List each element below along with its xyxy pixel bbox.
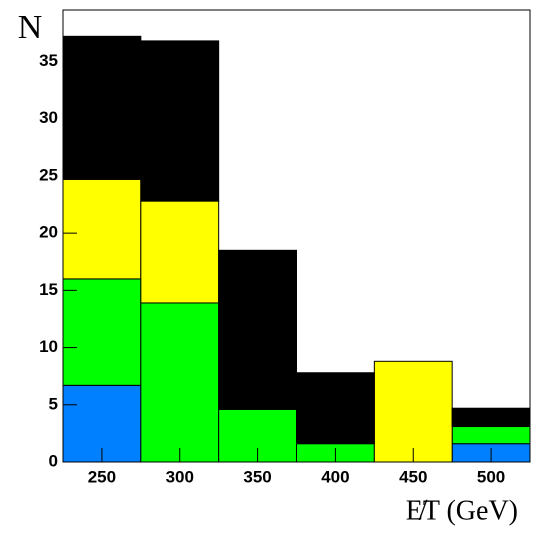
y-tick-label: 10: [39, 337, 58, 356]
bar-segment: [296, 372, 375, 445]
bar-segment: [62, 35, 142, 180]
x-tick-label: 250: [88, 467, 116, 486]
y-tick-label: 0: [49, 451, 58, 470]
plot-frame: [62, 9, 531, 463]
y-axis-label: N: [18, 9, 43, 46]
bar-segment: [62, 178, 142, 280]
x-tick-label: 350: [243, 467, 271, 486]
bar-segment: [373, 360, 453, 463]
y-tick-label: 30: [39, 108, 58, 127]
bar-segment: [62, 278, 142, 386]
y-tick-label: 20: [39, 223, 58, 242]
x-tick-label: 400: [321, 467, 349, 486]
bar-segment: [140, 200, 220, 304]
bar-segment: [451, 407, 531, 428]
y-tick-label: 25: [39, 165, 58, 184]
y-tick-label: 15: [39, 280, 58, 299]
bar-segment: [451, 426, 531, 445]
y-tick-label: 35: [39, 51, 58, 70]
bar-segment: [218, 249, 298, 410]
x-tick-label: 500: [477, 467, 505, 486]
x-tick-label: 300: [166, 467, 194, 486]
bar-segment: [140, 302, 220, 463]
y-tick-label: 5: [49, 394, 58, 413]
bar-segment: [140, 40, 220, 202]
x-axis-label: E̸T (GeV): [406, 495, 518, 526]
x-tick-label: 450: [399, 467, 427, 486]
